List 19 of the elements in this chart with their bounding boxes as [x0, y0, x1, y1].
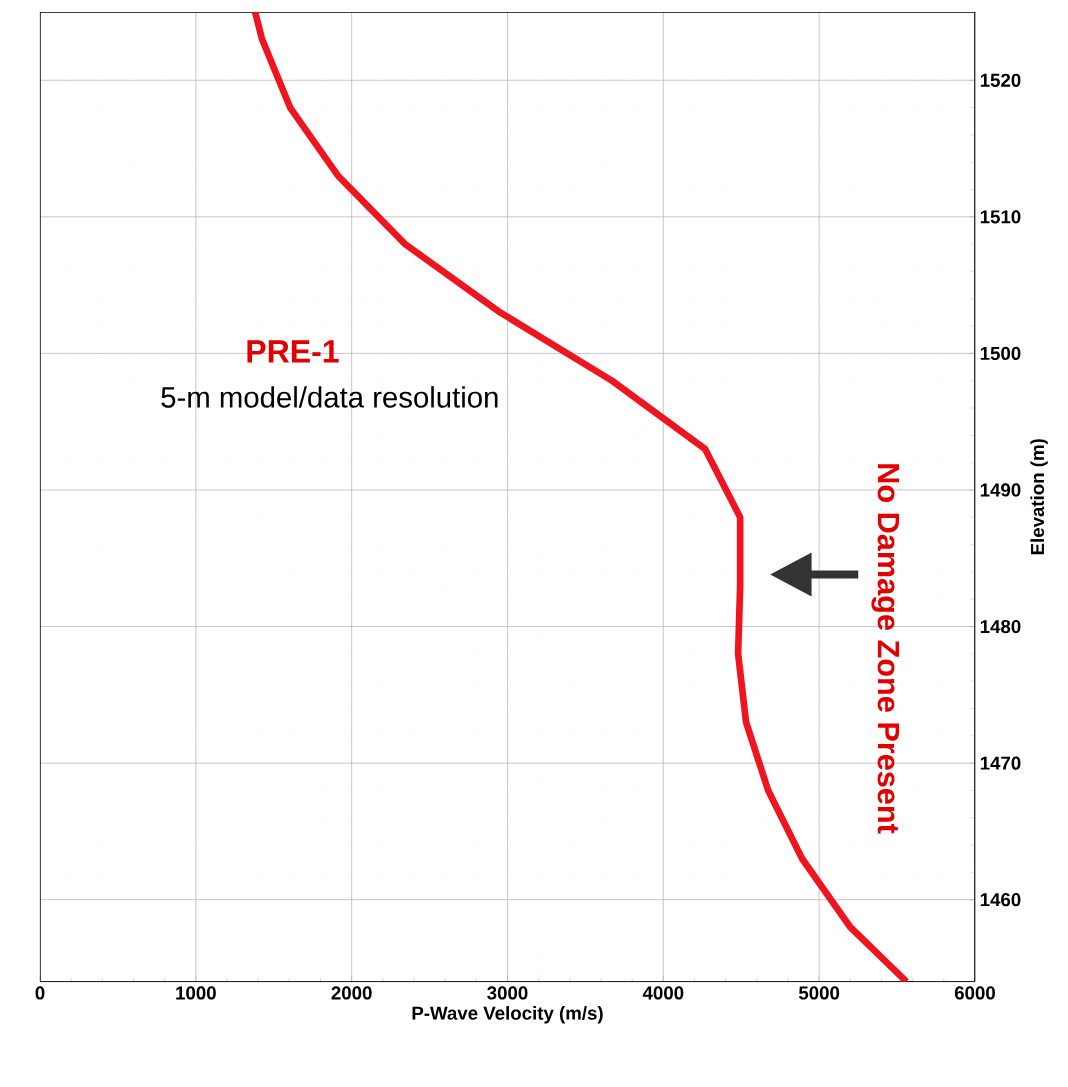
y-axis-title: Elevation (m)	[1030, 439, 1048, 555]
x-tick-label: 1000	[176, 986, 216, 1000]
x-tick-label: 6000	[954, 986, 995, 1000]
y-tick-label: 1470	[980, 756, 1021, 770]
annotation: No Damage Zone Present	[871, 464, 899, 834]
y-tick-label: 1460	[980, 893, 1021, 907]
y-tick-label: 1500	[980, 346, 1021, 361]
x-tick-label: 3000	[486, 986, 528, 1000]
y-tick-label: 1510	[980, 210, 1021, 224]
x-axis-title: P-Wave Velocity (m/s)	[412, 1006, 603, 1024]
y-tick-label: 1490	[980, 483, 1021, 497]
x-tick-label: 4000	[642, 986, 684, 1000]
y-tick-label: 1520	[980, 73, 1021, 87]
annotation: 5-m model/data resolution	[161, 386, 498, 408]
y-tick-label: 1480	[980, 619, 1021, 634]
annotation: PRE-1	[247, 340, 339, 363]
x-tick-label: 0	[35, 986, 45, 1000]
x-tick-label: 5000	[798, 986, 839, 1000]
x-tick-label: 2000	[331, 986, 372, 1000]
